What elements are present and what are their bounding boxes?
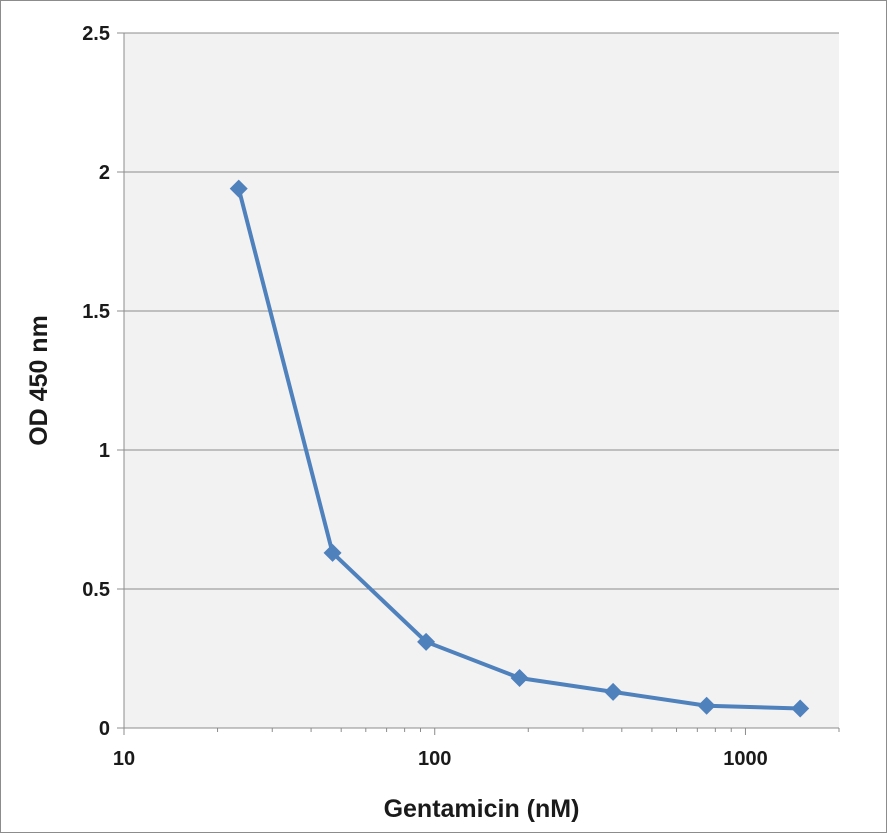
y-tick-label-3: 1.5 — [82, 301, 110, 323]
y-tick-label-4: 2 — [99, 162, 110, 184]
x-tick-label-1: 100 — [418, 748, 451, 770]
y-tick-label-5: 2.5 — [82, 23, 110, 45]
plot-area — [124, 33, 839, 728]
data-point-2 — [417, 632, 436, 651]
y-axis-title: OD 450 nm — [25, 315, 53, 446]
y-tick-label-1: 0.5 — [82, 579, 110, 601]
x-axis-title: Gentamicin (nM) — [384, 795, 580, 823]
data-point-4 — [604, 682, 623, 701]
y-tick-label-2: 1 — [99, 440, 110, 462]
y-tick-label-0: 0 — [99, 718, 110, 740]
data-point-5 — [697, 696, 716, 715]
data-point-6 — [791, 699, 810, 718]
x-tick-label-2: 1000 — [723, 748, 768, 770]
data-point-1 — [323, 543, 342, 562]
data-point-0 — [229, 179, 248, 198]
x-tick-label-0: 10 — [113, 748, 135, 770]
data-point-3 — [510, 668, 529, 687]
